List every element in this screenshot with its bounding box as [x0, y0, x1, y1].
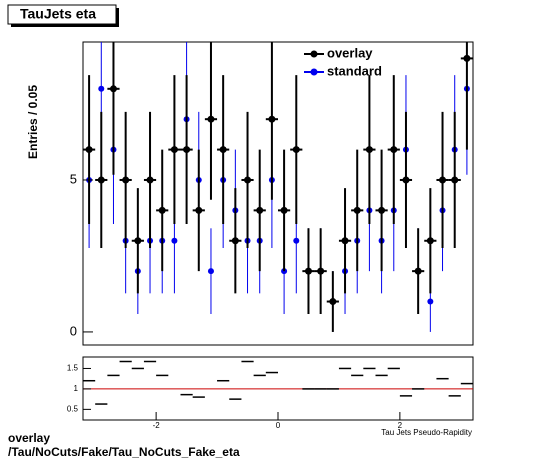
- legend-marker: [310, 68, 318, 76]
- data-point: [426, 237, 434, 245]
- x-tick-label: 0: [276, 421, 281, 430]
- data-point: [146, 176, 154, 184]
- title: TauJets eta: [20, 6, 96, 22]
- data-point: [329, 298, 337, 306]
- data-point: [207, 115, 215, 123]
- data-point: [134, 237, 142, 245]
- data-point: [341, 237, 349, 245]
- data-point: [268, 115, 276, 123]
- data-point: [183, 146, 191, 154]
- data-point: [280, 206, 288, 214]
- data-point: [98, 85, 105, 92]
- data-point: [378, 206, 386, 214]
- x-axis-label: Tau Jets Pseudo-Rapidity: [381, 428, 472, 437]
- data-point: [439, 176, 447, 184]
- data-point: [122, 176, 130, 184]
- data-point: [256, 206, 264, 214]
- data-point: [304, 267, 312, 275]
- data-point: [170, 146, 178, 154]
- data-point: [365, 146, 373, 154]
- legend-label: overlay: [327, 45, 373, 60]
- data-point: [219, 146, 227, 154]
- data-point: [244, 176, 252, 184]
- data-point: [97, 176, 105, 184]
- legend-marker: [310, 50, 318, 58]
- data-point: [207, 268, 214, 275]
- data-point: [451, 176, 459, 184]
- y-tick-label: 1.5: [67, 364, 79, 373]
- data-point: [402, 176, 410, 184]
- data-point: [463, 54, 471, 62]
- legend-label: standard: [327, 63, 382, 78]
- data-point: [85, 146, 93, 154]
- y-tick-label: 0: [70, 323, 77, 338]
- data-point: [414, 267, 422, 275]
- y-tick-label: 5: [70, 171, 77, 186]
- y-tick-label: 0.5: [67, 404, 79, 413]
- caption: /Tau/NoCuts/Fake/Tau_NoCuts_Fake_eta: [8, 445, 240, 459]
- title-box: [7, 4, 117, 25]
- data-point: [292, 146, 300, 154]
- data-point: [353, 206, 361, 214]
- main-frame: [82, 41, 474, 346]
- y-axis-label: Entries / 0.05: [26, 85, 40, 159]
- x-tick-label: -2: [153, 421, 161, 430]
- data-point: [109, 85, 117, 93]
- data-point: [231, 237, 239, 245]
- y-tick-label: 1: [74, 384, 79, 393]
- caption: overlay: [8, 431, 50, 445]
- data-point: [427, 298, 434, 305]
- data-point: [158, 206, 166, 214]
- data-point: [171, 237, 178, 244]
- x-tick-label: 2: [398, 421, 403, 430]
- data-point: [390, 146, 398, 154]
- data-point: [317, 267, 325, 275]
- data-point: [195, 206, 203, 214]
- data-point: [293, 237, 300, 244]
